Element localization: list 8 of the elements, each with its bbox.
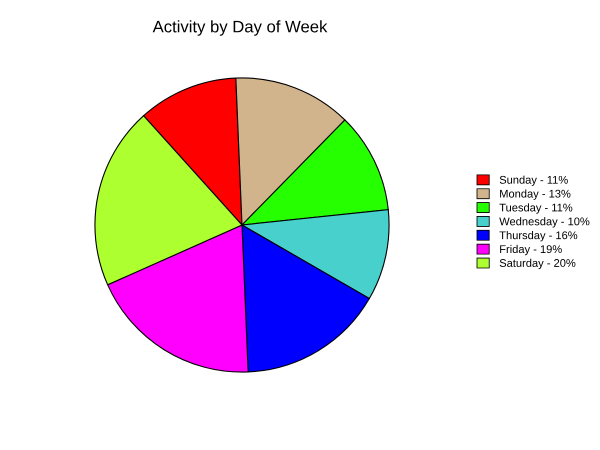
legend-label: Saturday - 20% [500, 258, 576, 270]
chart-title: Activity by Day of Week [152, 20, 328, 36]
legend-label: Thursday - 16% [499, 231, 578, 242]
legend-label: Wednesday - 10% [499, 217, 590, 228]
legend-label: Friday - 19% [500, 244, 562, 256]
legend-label: Tuesday - 11% [499, 203, 572, 214]
legend-label: Sunday - 11% [500, 176, 568, 186]
legend-label: Monday - 13% [500, 189, 570, 200]
